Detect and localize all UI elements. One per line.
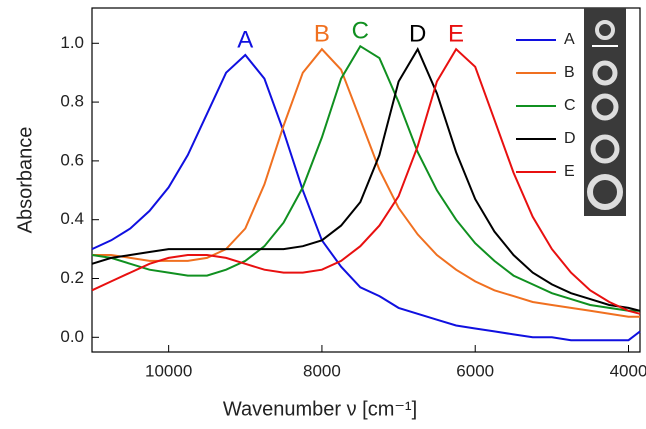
x-tick-label: 8000: [303, 361, 341, 380]
peak-label: A: [237, 26, 253, 53]
series-line: [91, 47, 641, 312]
y-tick-label: 0.8: [60, 92, 84, 111]
x-tick-label: 10000: [145, 361, 192, 380]
y-tick-label: 1.0: [60, 33, 84, 52]
y-tick-label: 0.6: [60, 150, 84, 169]
legend-label: C: [564, 97, 576, 114]
x-tick-label: 6000: [456, 361, 494, 380]
series-line: [91, 47, 641, 315]
series-line: [91, 53, 641, 342]
legend-label: A: [564, 31, 575, 48]
y-tick-label: 0.0: [60, 327, 84, 346]
x-axis-label: Wavenumber ν [cm⁻¹]: [223, 398, 417, 420]
legend-label: D: [564, 130, 576, 147]
peak-label: E: [448, 21, 464, 48]
legend-label: E: [564, 163, 575, 180]
series-line: [91, 44, 640, 312]
peak-label: C: [352, 18, 369, 45]
legend-label: B: [564, 64, 575, 81]
series-line: [92, 47, 640, 318]
y-tick-label: 0.4: [60, 209, 84, 228]
y-tick-label: 0.2: [60, 268, 84, 287]
inset-image: [584, 8, 626, 216]
x-tick-label: 4000: [610, 361, 646, 380]
y-axis-label: Absorbance: [14, 127, 36, 234]
plot-frame: [91, 7, 641, 353]
peak-label: D: [409, 21, 426, 48]
peak-label: B: [314, 21, 330, 48]
